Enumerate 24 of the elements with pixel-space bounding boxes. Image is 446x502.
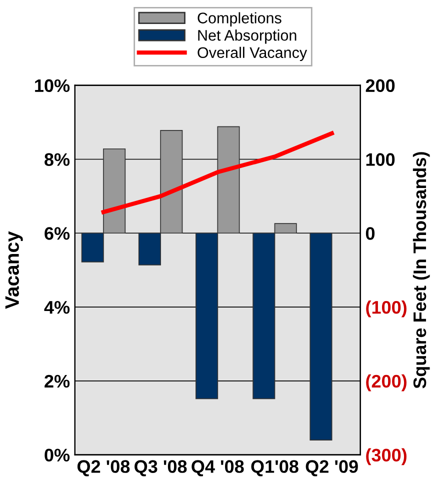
y2-tick-label: (300) xyxy=(366,448,406,466)
x-tick-label: Q2 '08 xyxy=(77,460,130,476)
legend-label: Net Absorption xyxy=(198,30,296,44)
line-series xyxy=(101,131,334,214)
x-tick-label: Q1'08 xyxy=(251,460,298,476)
y-tick-label: 4% xyxy=(44,301,70,314)
bar xyxy=(310,232,332,440)
y-tick-label: 6% xyxy=(44,227,70,240)
x-tick-label: Q4 '08 xyxy=(192,460,244,476)
y-tick-label: 2% xyxy=(44,374,70,388)
y2-tick-label: (100) xyxy=(366,300,406,318)
y2-tick-label: 0 xyxy=(366,227,375,240)
y2-tick-label: 100 xyxy=(366,153,395,166)
x-tick-label: Q3 '08 xyxy=(134,460,187,476)
y2-tick-label: (200) xyxy=(366,374,406,392)
legend-label: Completions xyxy=(198,12,282,26)
legend-label: Overall Vacancy xyxy=(198,46,308,62)
y-tick-label: 0% xyxy=(44,448,70,462)
y-tick-label: 10% xyxy=(35,79,70,92)
x-tick-label: Q2 '09 xyxy=(306,460,358,476)
y-axis-title: Vacancy xyxy=(5,231,23,309)
y2-tick-label: 200 xyxy=(366,79,395,92)
y2-axis-title: Square Feet (In Thousands) xyxy=(412,152,430,388)
y-tick-label: 8% xyxy=(44,153,70,166)
